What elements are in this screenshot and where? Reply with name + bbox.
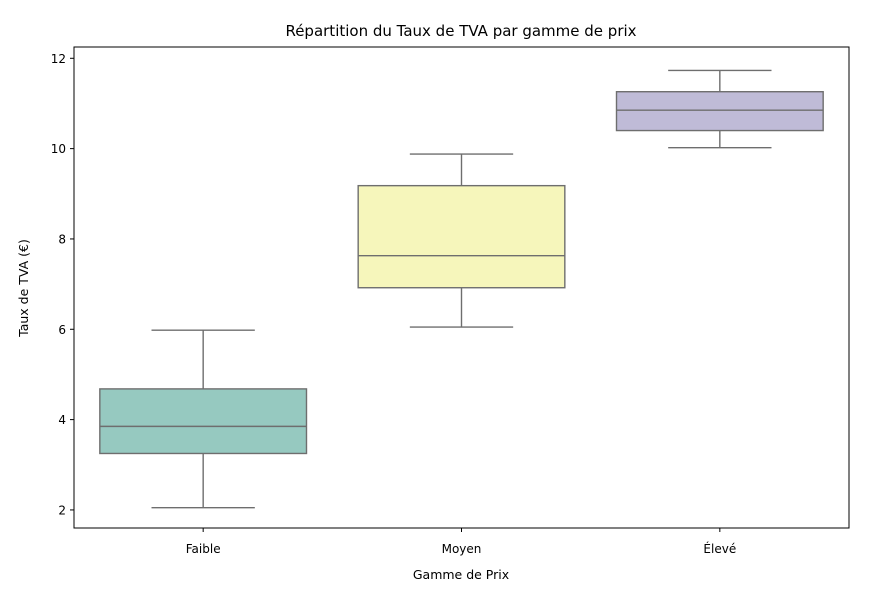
box-group-3 bbox=[615, 69, 824, 149]
y-axis: 2 4 6 8 10 12 bbox=[51, 52, 74, 517]
y-tick-label: 2 bbox=[58, 503, 66, 517]
iqr-box bbox=[99, 388, 308, 455]
box-group-1 bbox=[99, 329, 308, 509]
y-tick-label: 12 bbox=[51, 52, 66, 66]
x-tick-label: Moyen bbox=[442, 542, 482, 556]
plot-area bbox=[99, 69, 824, 509]
x-axis-title: Gamme de Prix bbox=[413, 567, 509, 582]
y-tick-label: 6 bbox=[58, 323, 66, 337]
x-tick-label: Faible bbox=[186, 542, 221, 556]
x-tick-label: Élevé bbox=[703, 541, 736, 556]
box-group-2 bbox=[357, 153, 566, 328]
y-tick-label: 4 bbox=[58, 413, 66, 427]
y-tick-label: 8 bbox=[58, 232, 66, 246]
y-tick-label: 10 bbox=[51, 142, 66, 156]
iqr-box bbox=[357, 184, 566, 289]
chart-title: Répartition du Taux de TVA par gamme de … bbox=[285, 22, 636, 40]
iqr-box bbox=[615, 91, 824, 132]
y-axis-title: Taux de TVA (€) bbox=[16, 239, 31, 338]
x-axis: Faible Moyen Élevé bbox=[186, 528, 736, 556]
plot-frame bbox=[73, 46, 850, 529]
